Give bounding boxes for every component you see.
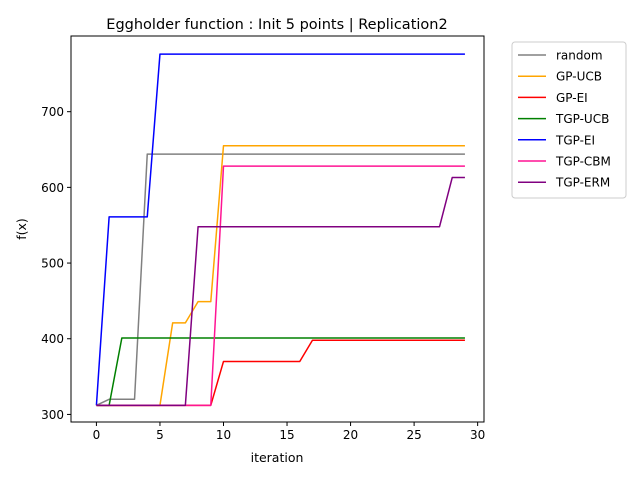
y-tick-label: 400	[41, 332, 64, 346]
legend: random GP-UCB GP-EI TGP-UCB TGP-EI TGP-CBM TGP…	[511, 41, 627, 199]
x-tick-label: 5	[156, 428, 164, 442]
x-tick-label: 25	[406, 428, 421, 442]
plot-background	[71, 36, 484, 422]
x-axis: 0 5 10 15 20 25 30	[93, 422, 485, 442]
legend-frame	[511, 41, 627, 199]
y-axis-label: f(x)	[14, 218, 29, 240]
series-layer	[95, 53, 465, 407]
legend-label-tgp-erm: TGP-ERM	[555, 176, 610, 190]
legend-label-gp-ucb: GP-UCB	[556, 70, 602, 84]
legend-label-tgp-ucb: TGP-UCB	[555, 112, 609, 126]
plot-frame	[70, 35, 485, 423]
series-line-tgp-erm	[96, 176, 465, 407]
y-tick-label: 600	[41, 181, 64, 195]
x-tick-label: 0	[93, 428, 101, 442]
x-axis-label: iteration	[251, 450, 304, 465]
series-line-tgp-ei	[95, 53, 465, 406]
y-tick-label: 300	[41, 408, 64, 422]
y-tick-label: 700	[41, 105, 64, 119]
legend-label-tgp-cbm: TGP-CBM	[555, 155, 611, 169]
legend-label-gp-ei: GP-EI	[556, 91, 588, 105]
x-tick-label: 20	[343, 428, 358, 442]
plot-area	[70, 35, 485, 423]
series-line-tgp-ucb	[96, 337, 465, 407]
y-tick-label: 500	[41, 257, 64, 271]
series-line-random	[96, 153, 465, 407]
chart-title: Eggholder function : Init 5 points | Rep…	[106, 17, 447, 33]
x-tick-label: 30	[470, 428, 485, 442]
y-axis: 300 400 500 600 700	[41, 105, 71, 422]
legend-label-tgp-ei: TGP-EI	[555, 133, 595, 147]
legend-label-random: random	[556, 49, 603, 63]
x-tick-label: 10	[216, 428, 231, 442]
x-tick-label: 15	[279, 428, 294, 442]
